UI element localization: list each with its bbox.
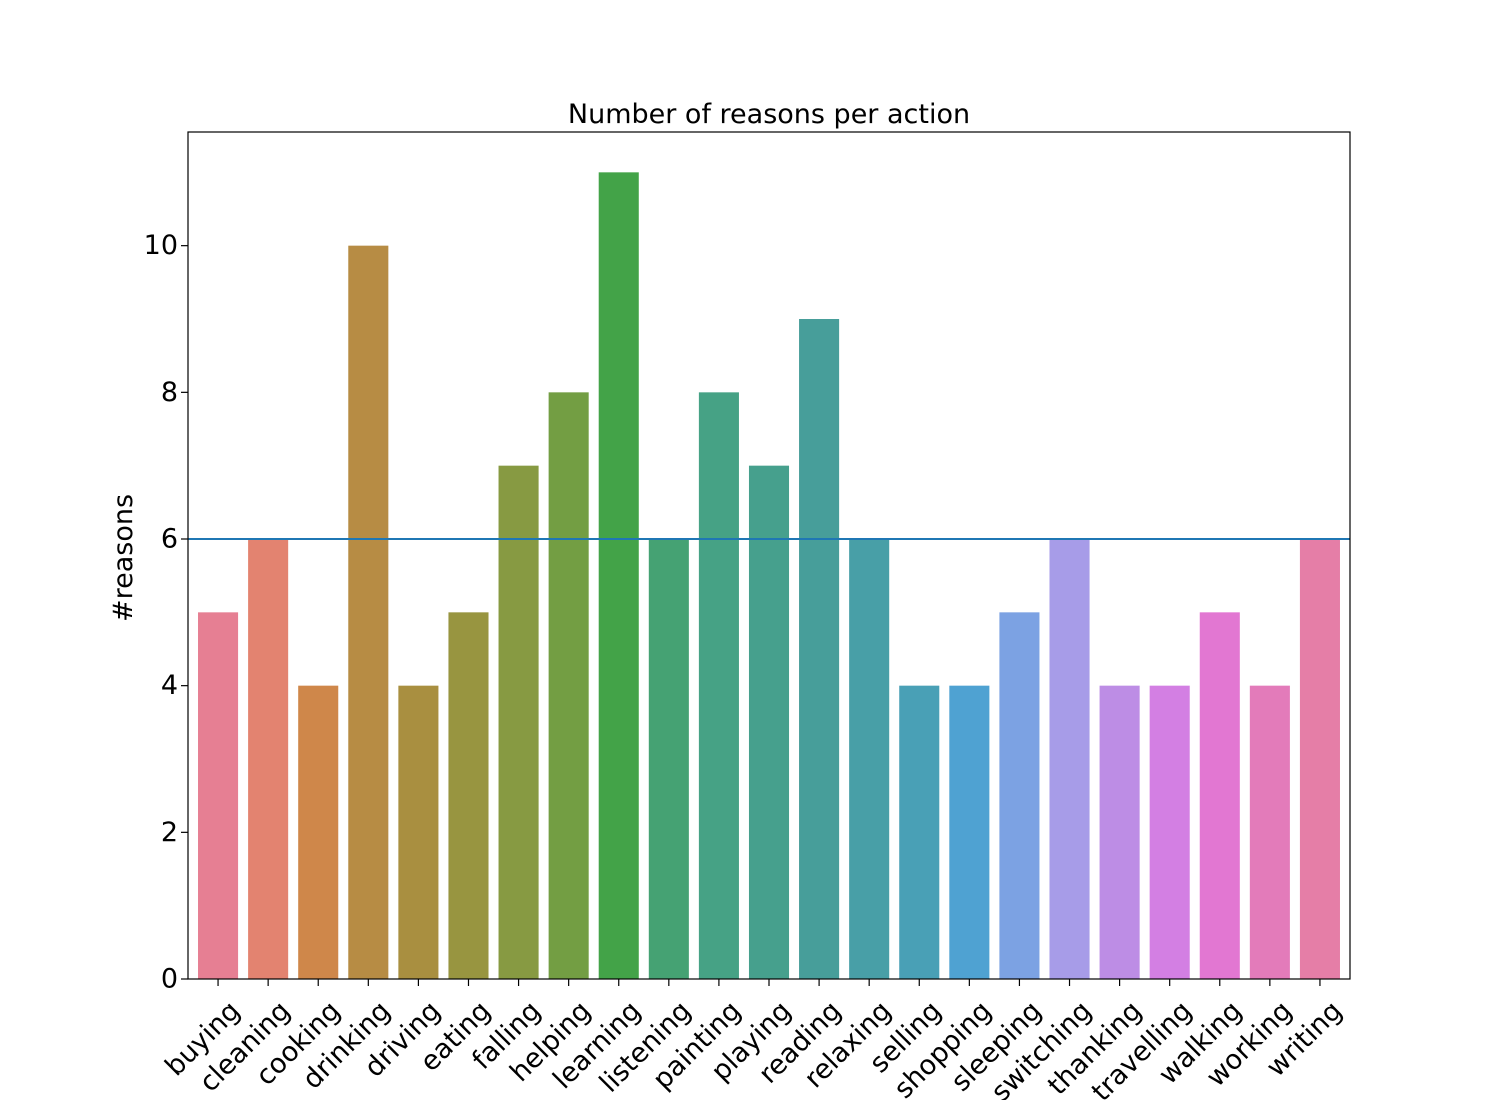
bar-helping — [548, 392, 589, 979]
y-axis-label: #reasons — [108, 494, 139, 622]
plot-area-frame — [187, 131, 1351, 980]
y-tick-label: 6 — [161, 524, 178, 555]
bar-shopping — [949, 685, 990, 979]
bar-reading — [799, 319, 840, 979]
y-tick-label: 10 — [144, 230, 178, 261]
bar-relaxing — [849, 539, 890, 979]
bar-writing — [1299, 539, 1340, 979]
bar-falling — [498, 465, 539, 980]
y-tick-label: 8 — [161, 377, 178, 408]
bar-listening — [648, 539, 689, 979]
bar-switching — [1049, 539, 1090, 979]
bar-playing — [748, 465, 790, 980]
bar-walking — [1199, 612, 1240, 979]
bar-eating — [448, 612, 489, 979]
bar-learning — [598, 172, 639, 980]
bar-cooking — [298, 685, 339, 979]
bar-selling — [899, 685, 940, 979]
y-tick-label: 4 — [161, 670, 178, 701]
bar-drinking — [348, 245, 389, 979]
bar-sleeping — [999, 612, 1040, 979]
bar-buying — [198, 612, 239, 979]
bar-travelling — [1149, 685, 1190, 979]
bar-working — [1249, 685, 1290, 979]
y-axis-ticks: 0 2 4 6 8 10 — [144, 230, 188, 995]
bars-group — [198, 172, 1340, 980]
bar-driving — [398, 685, 439, 979]
bar-painting — [698, 392, 739, 979]
bar-cleaning — [248, 539, 289, 979]
y-tick-label: 2 — [161, 817, 178, 848]
bar-thanking — [1099, 685, 1140, 979]
x-axis-ticks: buyingcleaningcookingdrinkingdrivingeati… — [159, 979, 1348, 1100]
chart-title: Number of reasons per action — [568, 99, 970, 130]
y-tick-label: 0 — [161, 964, 178, 995]
